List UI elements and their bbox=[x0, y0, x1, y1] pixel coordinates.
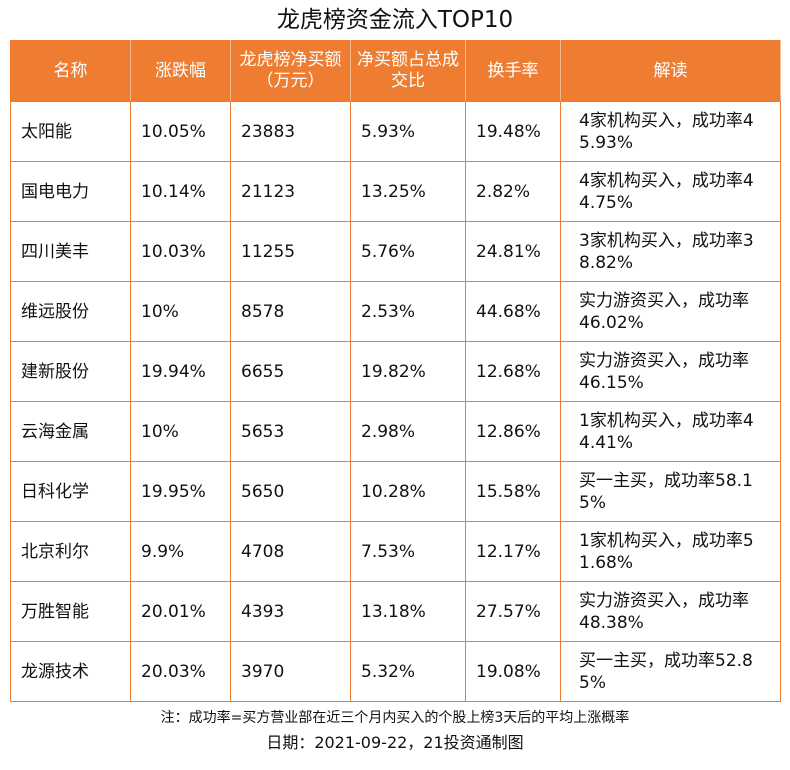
table-cell: 2.82% bbox=[465, 161, 561, 222]
table-cell: 买一主买，成功率52.85% bbox=[560, 641, 781, 702]
table-body: 太阳能 10.05% 23883 5.93% 19.48% 4家机构买入，成功率45.93… bbox=[10, 101, 781, 702]
table-row: 日科化学 19.95% 5650 10.28% 15.58% 买一主买，成功率58.15% bbox=[10, 461, 781, 522]
table-cell: 实力游资买入，成功率48.38% bbox=[560, 581, 781, 642]
table-cell: 15.58% bbox=[465, 461, 561, 522]
table-cell: 10.03% bbox=[130, 221, 231, 282]
header-cell: 换手率 bbox=[465, 40, 561, 102]
table-cell: 3家机构买入，成功率38.82% bbox=[560, 221, 781, 282]
table-cell: 44.68% bbox=[465, 281, 561, 342]
table-cell: 1家机构买入，成功率44.41% bbox=[560, 401, 781, 462]
table-cell: 10% bbox=[130, 401, 231, 462]
table-cell: 19.94% bbox=[130, 341, 231, 402]
table-row: 国电电力 10.14% 21123 13.25% 2.82% 4家机构买入，成功率44.7… bbox=[10, 161, 781, 222]
footnote: 注：成功率=买方营业部在近三个月内买入的个股上榜3天后的平均上涨概率 bbox=[160, 710, 630, 726]
table-cell: 买一主买，成功率58.15% bbox=[560, 461, 781, 522]
table-cell: 国电电力 bbox=[10, 161, 131, 222]
table-cell: 5653 bbox=[230, 401, 351, 462]
table-cell: 23883 bbox=[230, 101, 351, 162]
table-cell: 10.28% bbox=[350, 461, 466, 522]
table-cell: 2.98% bbox=[350, 401, 466, 462]
table-cell: 13.25% bbox=[350, 161, 466, 222]
table-cell: 12.86% bbox=[465, 401, 561, 462]
table-cell: 19.95% bbox=[130, 461, 231, 522]
table-cell: 10.14% bbox=[130, 161, 231, 222]
title: 龙虎榜资金流入TOP10 bbox=[276, 7, 514, 33]
table-cell: 3970 bbox=[230, 641, 351, 702]
table-cell: 5.76% bbox=[350, 221, 466, 282]
table-cell: 万胜智能 bbox=[10, 581, 131, 642]
table-cell: 日科化学 bbox=[10, 461, 131, 522]
table-cell: 建新股份 bbox=[10, 341, 131, 402]
table-cell: 5650 bbox=[230, 461, 351, 522]
header-cell: 解读 bbox=[560, 40, 781, 102]
table-cell: 4家机构买入，成功率45.93% bbox=[560, 101, 781, 162]
table-row: 四川美丰 10.03% 11255 5.76% 24.81% 3家机构买入，成功率38.8… bbox=[10, 221, 781, 282]
table-cell: 24.81% bbox=[465, 221, 561, 282]
table-cell: 实力游资买入，成功率46.02% bbox=[560, 281, 781, 342]
table-cell: 12.17% bbox=[465, 521, 561, 582]
table-cell: 4家机构买入，成功率44.75% bbox=[560, 161, 781, 222]
date-line: 日期：2021-09-22，21投资通制图 bbox=[266, 733, 524, 752]
table-cell: 4708 bbox=[230, 521, 351, 582]
table-cell: 四川美丰 bbox=[10, 221, 131, 282]
table-cell: 8578 bbox=[230, 281, 351, 342]
table-cell: 13.18% bbox=[350, 581, 466, 642]
table-row: 太阳能 10.05% 23883 5.93% 19.48% 4家机构买入，成功率45.93… bbox=[10, 101, 781, 162]
table-cell: 10.05% bbox=[130, 101, 231, 162]
table-cell: 11255 bbox=[230, 221, 351, 282]
table-cell: 5.32% bbox=[350, 641, 466, 702]
table-cell: 4393 bbox=[230, 581, 351, 642]
table-cell: 云海金属 bbox=[10, 401, 131, 462]
header-cell: 净买额占总成交比 bbox=[350, 40, 466, 102]
table-cell: 北京利尔 bbox=[10, 521, 131, 582]
table-cell: 实力游资买入，成功率46.15% bbox=[560, 341, 781, 402]
table-cell: 20.01% bbox=[130, 581, 231, 642]
table-row: 北京利尔 9.9% 4708 7.53% 12.17% 1家机构买入，成功率51.68% bbox=[10, 521, 781, 582]
table-cell: 6655 bbox=[230, 341, 351, 402]
table-cell: 19.08% bbox=[465, 641, 561, 702]
header-cell: 名称 bbox=[10, 40, 131, 102]
table-cell: 维远股份 bbox=[10, 281, 131, 342]
table-row: 龙源技术 20.03% 3970 5.32% 19.08% 买一主买，成功率52.85% bbox=[10, 641, 781, 702]
header-cell: 龙虎榜净买额（万元） bbox=[230, 40, 351, 102]
table-cell: 太阳能 bbox=[10, 101, 131, 162]
header-row: 名称 涨跌幅 龙虎榜净买额（万元） 净买额占总成交比 换手率 解读 bbox=[10, 40, 781, 102]
table-row: 维远股份 10% 8578 2.53% 44.68% 实力游资买入，成功率46.02% bbox=[10, 281, 781, 342]
table-cell: 10% bbox=[130, 281, 231, 342]
table-cell: 1家机构买入，成功率51.68% bbox=[560, 521, 781, 582]
table-cell: 7.53% bbox=[350, 521, 466, 582]
table-row: 云海金属 10% 5653 2.98% 12.86% 1家机构买入，成功率44.41% bbox=[10, 401, 781, 462]
table-cell: 19.48% bbox=[465, 101, 561, 162]
table-cell: 21123 bbox=[230, 161, 351, 222]
table-row: 建新股份 19.94% 6655 19.82% 12.68% 实力游资买入，成功率46.1… bbox=[10, 341, 781, 402]
table-cell: 20.03% bbox=[130, 641, 231, 702]
table: 名称 涨跌幅 龙虎榜净买额（万元） 净买额占总成交比 换手率 解读 太阳能 10.05% 23… bbox=[10, 40, 781, 702]
table-cell: 27.57% bbox=[465, 581, 561, 642]
header-cell: 涨跌幅 bbox=[130, 40, 231, 102]
table-cell: 12.68% bbox=[465, 341, 561, 402]
table-cell: 9.9% bbox=[130, 521, 231, 582]
table-row: 万胜智能 20.01% 4393 13.18% 27.57% 实力游资买入，成功率48.3… bbox=[10, 581, 781, 642]
table-cell: 2.53% bbox=[350, 281, 466, 342]
table-cell: 19.82% bbox=[350, 341, 466, 402]
table-cell: 龙源技术 bbox=[10, 641, 131, 702]
table-cell: 5.93% bbox=[350, 101, 466, 162]
